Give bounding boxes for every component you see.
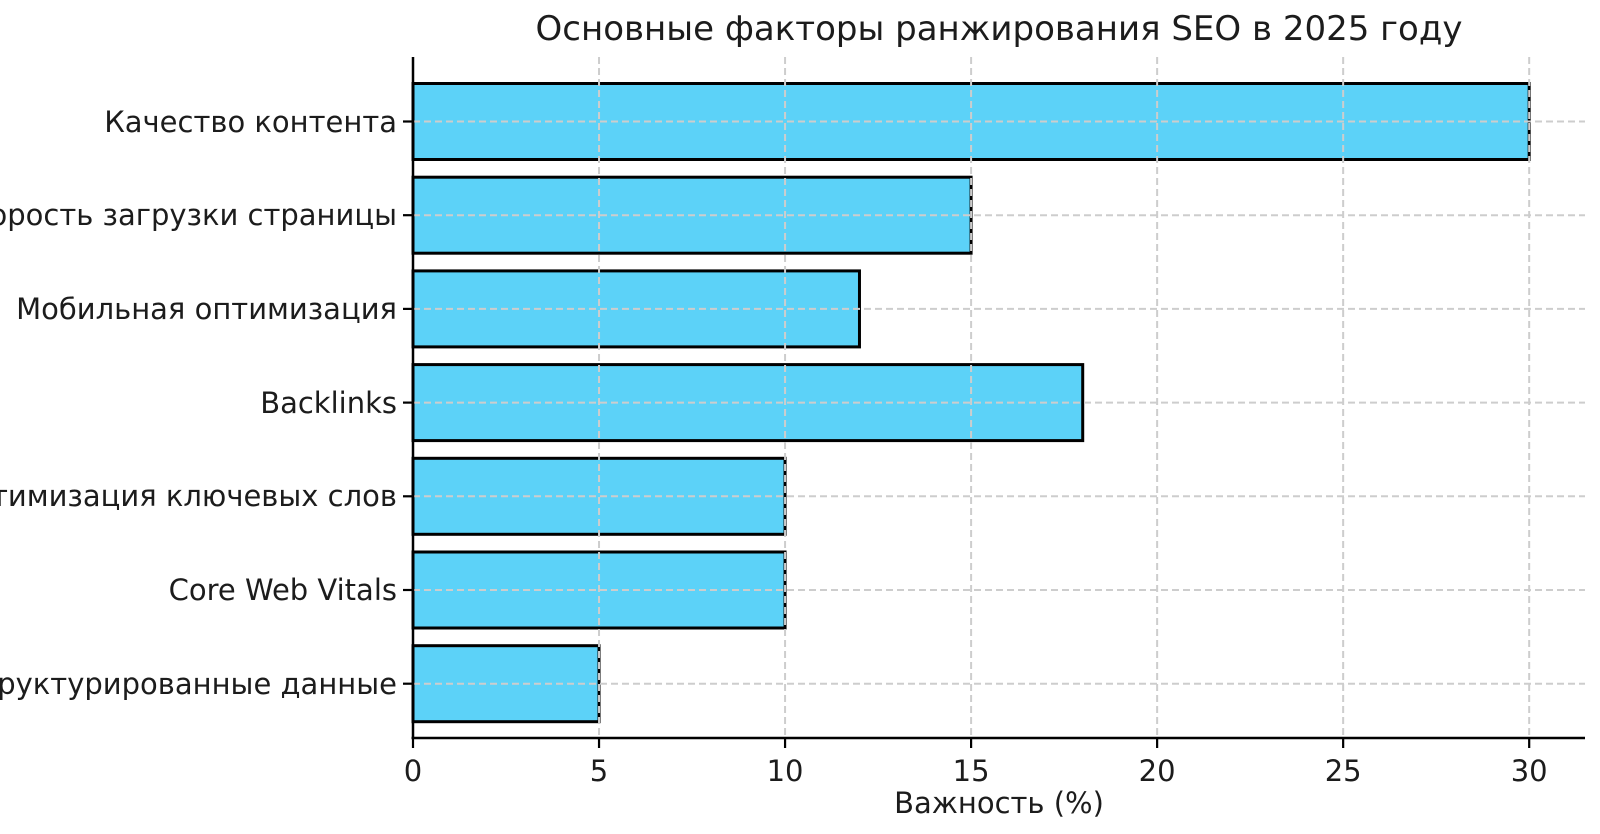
x-tick-label-0: 0 [403, 754, 423, 788]
x-tick-label-20: 20 [1138, 754, 1176, 788]
category-label-6: Структурированные данные [0, 666, 397, 701]
category-label-0: Качество контента [104, 104, 397, 139]
category-label-1: Скорость загрузки страницы [0, 198, 397, 233]
x-axis-label: Важность (%) [894, 786, 1104, 820]
category-label-5: Core Web Vitals [168, 573, 397, 607]
category-label-4: Оптимизация ключевых слов [0, 479, 397, 514]
chart-title: Основные факторы ранжирования SEO в 2025… [535, 9, 1463, 49]
x-tick-label-30: 30 [1510, 754, 1548, 788]
x-tick-label-25: 25 [1324, 754, 1362, 788]
category-label-3: Backlinks [260, 385, 397, 420]
category-label-2: Мобильная оптимизация [16, 291, 397, 326]
x-tick-label-10: 10 [766, 754, 804, 788]
x-tick-label-5: 5 [589, 754, 609, 788]
x-tick-label-15: 15 [952, 754, 990, 788]
